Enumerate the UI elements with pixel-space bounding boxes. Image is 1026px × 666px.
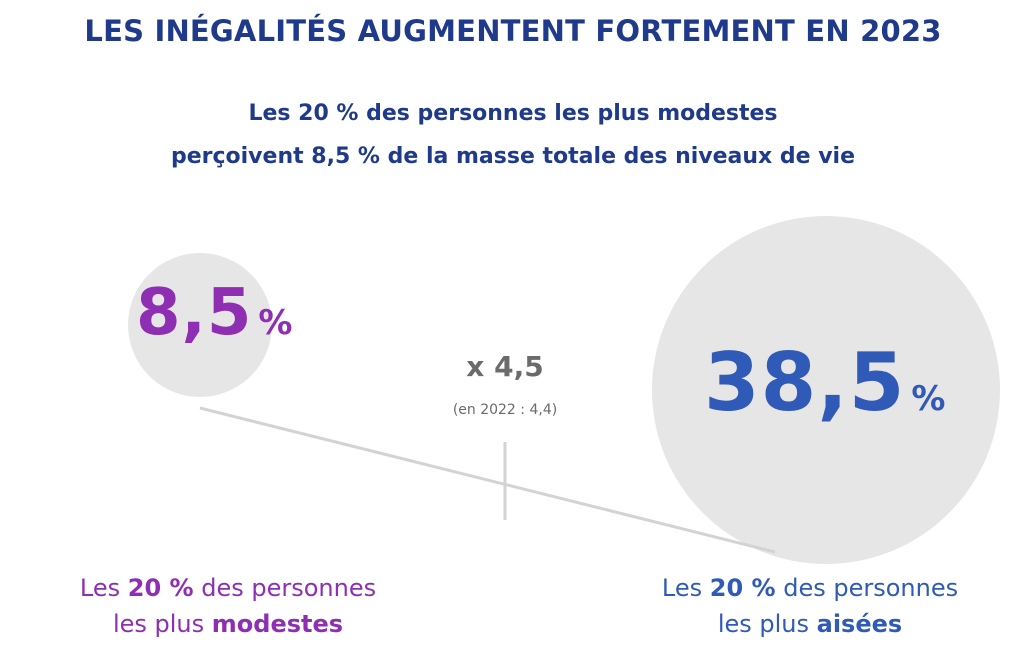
small-circle <box>128 253 272 397</box>
wealthy-caption-keyword: aisées <box>816 610 903 638</box>
ratio-label: x 4,5 <box>466 350 544 383</box>
wealthy-caption-line-2: les plus aisées <box>610 606 1010 642</box>
low-share-number: 8,5 <box>136 276 253 350</box>
modest-caption-percent: 20 % <box>127 574 194 602</box>
page-title: LES INÉGALITÉS AUGMENTENT FORTEMENT EN 2… <box>84 14 942 48</box>
wealthy-caption-line-1: Les 20 % des personnes <box>610 570 1010 606</box>
low-share-unit: % <box>258 303 293 343</box>
modest-caption-line-2: les plus modestes <box>28 606 428 642</box>
wealthy-caption: Les 20 % des personnes les plus aisées <box>610 570 1010 642</box>
wealthy-caption-pre2: les plus <box>717 610 817 638</box>
modest-caption-pre2: les plus <box>112 610 212 638</box>
large-circle <box>652 216 1000 564</box>
subtitle-line-1: Les 20 % des personnes les plus modestes <box>248 101 778 126</box>
subtitle: Les 20 % des personnes les plus modestes… <box>0 92 1026 178</box>
wealthy-caption-pre: Les <box>661 574 710 602</box>
ratio-note: (en 2022 : 4,4) <box>452 402 558 418</box>
modest-caption-pre: Les <box>79 574 128 602</box>
subtitle-line-2: perçoivent 8,5 % de la masse totale des … <box>170 144 856 169</box>
high-share-value: 38,5% <box>704 336 945 429</box>
wealthy-caption-percent: 20 % <box>709 574 776 602</box>
low-share-value: 8,5% <box>136 276 292 350</box>
high-share-unit: % <box>911 379 946 419</box>
high-share-number: 38,5 <box>704 336 906 429</box>
wealthy-caption-mid: des personnes <box>775 574 959 602</box>
modest-caption-keyword: modestes <box>211 610 344 638</box>
modest-caption: Les 20 % des personnes les plus modestes <box>28 570 428 642</box>
modest-caption-mid: des personnes <box>193 574 377 602</box>
modest-caption-line-1: Les 20 % des personnes <box>28 570 428 606</box>
balance-beam <box>199 406 776 554</box>
